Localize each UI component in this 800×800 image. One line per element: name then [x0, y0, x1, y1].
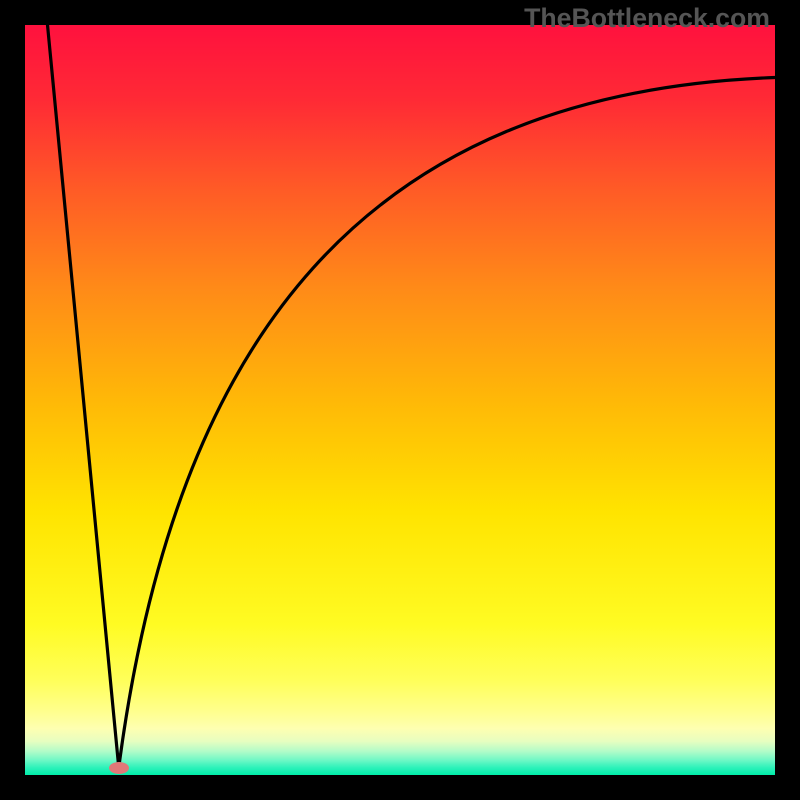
curve-right-leg	[119, 78, 775, 768]
curve-left-leg	[48, 25, 119, 768]
watermark-text: TheBottleneck.com	[524, 3, 770, 34]
bottleneck-curve	[25, 25, 775, 775]
plot-area	[25, 25, 775, 775]
optimal-point-marker	[109, 762, 129, 774]
